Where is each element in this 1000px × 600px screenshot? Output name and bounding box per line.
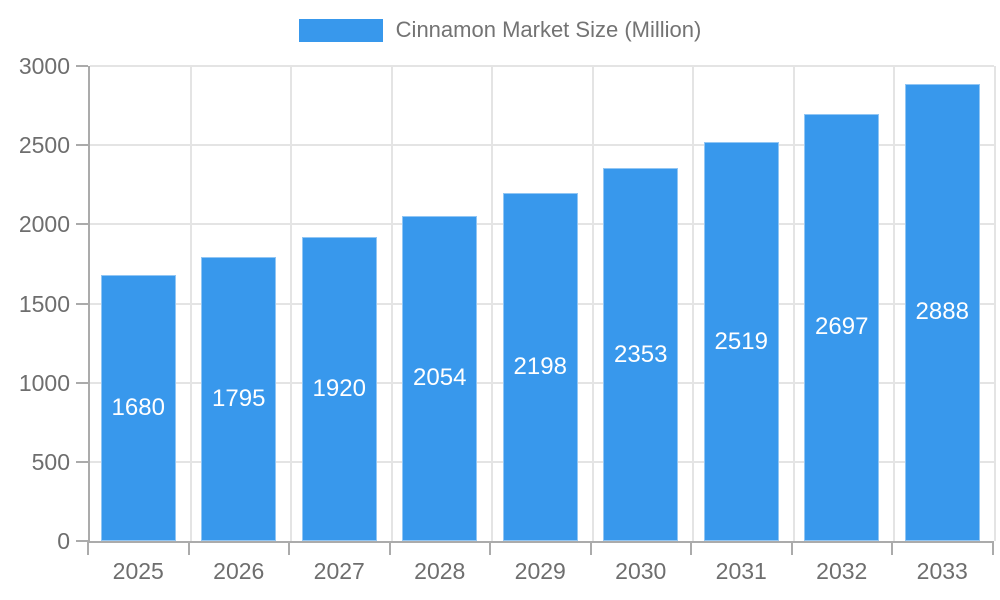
- y-axis-tick: [76, 144, 88, 147]
- bar-value-label: 2888: [915, 298, 969, 326]
- x-axis-label: 2030: [615, 558, 667, 584]
- gridline-vertical: [189, 66, 192, 541]
- y-axis-tick: [76, 223, 88, 226]
- x-axis-tick: [388, 541, 391, 555]
- x-axis-tick: [891, 541, 893, 555]
- x-axis-tick: [790, 541, 793, 555]
- x-axis-label: 2031: [715, 558, 767, 584]
- y-axis-tick: [76, 460, 88, 463]
- x-axis-label: 2026: [213, 558, 265, 584]
- x-axis-label: 2025: [112, 558, 164, 584]
- legend-label: Cinnamon Market Size (Million): [395, 17, 702, 42]
- y-axis-tick: [76, 302, 88, 305]
- y-axis-label: 0: [57, 528, 70, 554]
- y-axis-tick: [76, 540, 88, 542]
- y-axis-label: 1000: [18, 369, 70, 396]
- y-axis-label: 2500: [18, 132, 70, 159]
- x-axis-label: 2027: [313, 558, 365, 584]
- bar-value-label: 2519: [714, 327, 768, 355]
- bar[interactable]: 1680: [100, 275, 176, 541]
- gridline-vertical: [893, 66, 895, 541]
- x-axis-label: 2033: [916, 558, 968, 584]
- gridline-vertical: [591, 66, 594, 541]
- x-axis-tick: [589, 541, 592, 555]
- x-axis-tick: [87, 541, 89, 555]
- bar-value-label: 2697: [815, 313, 869, 341]
- bar[interactable]: 2697: [804, 113, 880, 541]
- x-axis-tick: [991, 541, 994, 555]
- legend[interactable]: Cinnamon Market Size (Million): [0, 17, 1000, 43]
- gridline-vertical: [491, 66, 493, 541]
- gridline-vertical: [692, 66, 694, 541]
- x-axis-label: 2032: [816, 558, 868, 584]
- bar[interactable]: 1795: [201, 256, 277, 541]
- gridline-horizontal: [90, 65, 994, 67]
- gridline-horizontal: [90, 144, 994, 147]
- x-axis-label: 2029: [514, 558, 566, 584]
- gridline-vertical: [390, 66, 393, 541]
- bar[interactable]: 2054: [402, 215, 478, 541]
- x-axis-label: 2028: [414, 558, 466, 584]
- x-axis-tick: [690, 541, 692, 555]
- bar[interactable]: 2353: [603, 168, 679, 541]
- bar[interactable]: 2198: [502, 192, 578, 541]
- y-axis-label: 1500: [18, 290, 70, 317]
- bar[interactable]: 2888: [904, 83, 980, 541]
- y-axis-label: 500: [31, 448, 70, 475]
- bar-value-label: 2353: [614, 340, 668, 368]
- bar-value-label: 1795: [212, 384, 266, 412]
- x-axis-tick: [187, 541, 190, 555]
- y-axis-label: 3000: [18, 53, 70, 79]
- legend-swatch: [298, 18, 383, 42]
- gridline-vertical: [993, 66, 996, 541]
- bar-value-label: 2198: [513, 352, 567, 380]
- x-axis-tick: [288, 541, 290, 555]
- bar-value-label: 2054: [413, 364, 467, 392]
- bar-value-label: 1680: [111, 394, 165, 421]
- y-axis-tick: [76, 65, 88, 67]
- gridline-vertical: [290, 66, 292, 541]
- bar[interactable]: 2519: [703, 142, 779, 541]
- bar[interactable]: 1920: [301, 237, 377, 541]
- y-axis-label: 2000: [18, 211, 70, 238]
- gridline-vertical: [792, 66, 795, 541]
- x-axis-tick: [489, 541, 491, 555]
- bar-value-label: 1920: [312, 375, 366, 402]
- y-axis-tick: [76, 381, 88, 384]
